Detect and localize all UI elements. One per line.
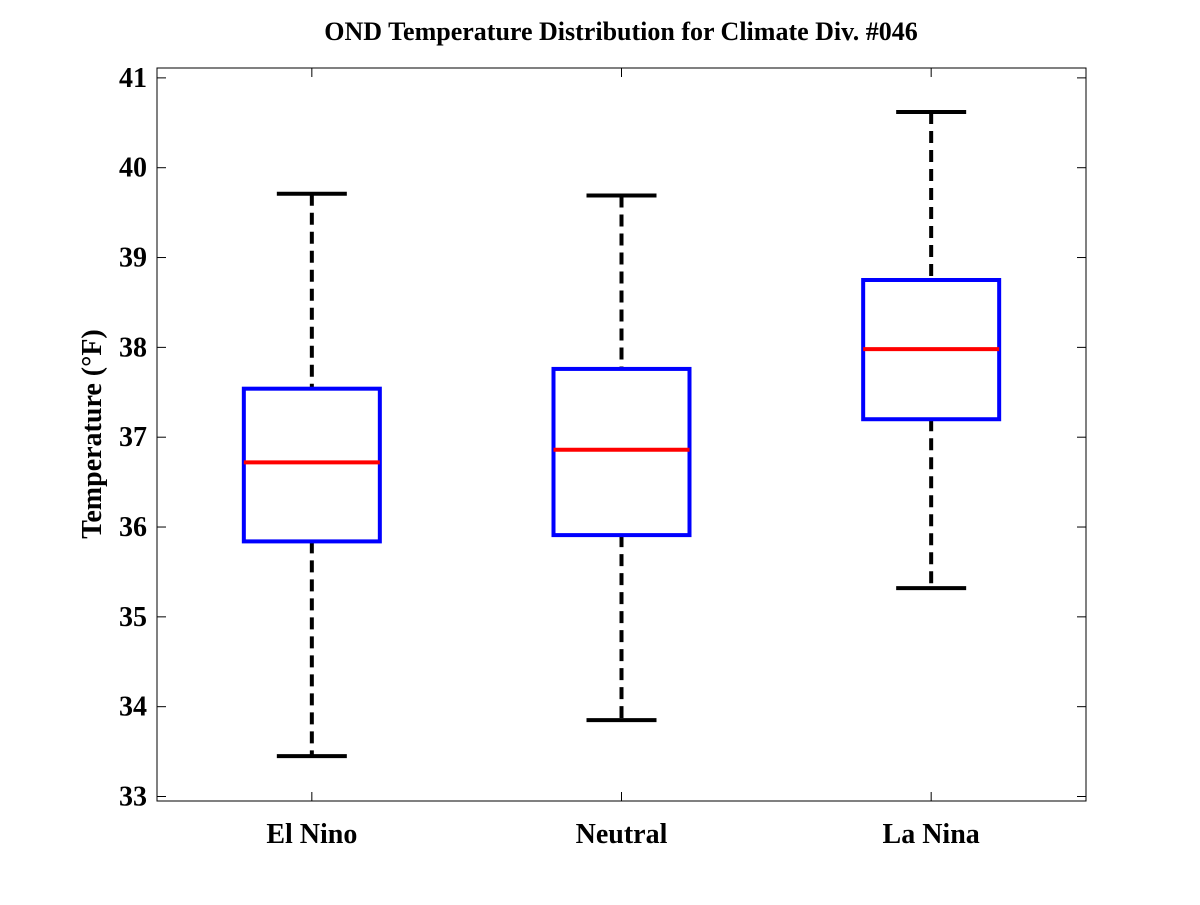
- iqr-box: [241, 386, 382, 544]
- y-tick-label: 38: [119, 332, 147, 363]
- y-tick-label: 37: [119, 422, 147, 453]
- y-axis-label: Temperature (°F): [77, 329, 108, 538]
- y-tick-label: 33: [119, 782, 147, 813]
- x-tick-label: La Nina: [883, 819, 980, 850]
- chart-title: OND Temperature Distribution for Climate…: [324, 17, 917, 46]
- y-tick-label: 35: [119, 602, 147, 633]
- x-tick-label: Neutral: [576, 819, 668, 850]
- y-tick-label: 39: [119, 243, 147, 274]
- x-tick-label: El Nino: [266, 819, 357, 850]
- y-tick-label: 41: [119, 63, 147, 94]
- y-tick-label: 34: [119, 692, 147, 723]
- iqr-box: [551, 366, 692, 538]
- y-tick-label: 40: [119, 153, 147, 184]
- y-tick-label: 36: [119, 512, 147, 543]
